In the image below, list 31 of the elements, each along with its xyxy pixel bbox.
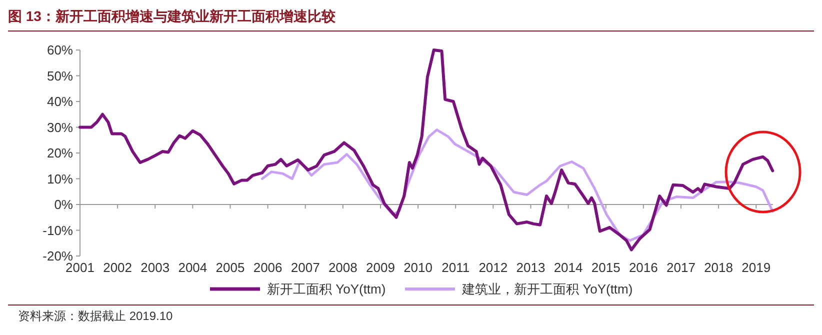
line-series xyxy=(78,48,774,252)
x-tick-label: 2019 xyxy=(742,260,771,275)
y-tick-label: -10% xyxy=(42,222,74,238)
y-tick-label: 20% xyxy=(46,146,74,161)
x-tick-label: 2006 xyxy=(253,260,282,275)
x-tick-label: 2018 xyxy=(704,260,733,275)
x-tick-label: 2014 xyxy=(554,260,583,275)
x-tick-label: 2008 xyxy=(328,260,358,275)
y-tick-label: 30% xyxy=(46,120,74,135)
legend-label: 建筑业，新开工面积 YoY(ttm) xyxy=(461,282,633,297)
x-tick-label: 2009 xyxy=(366,260,395,275)
x-tick-label: 2002 xyxy=(103,260,132,275)
x-tick-label: 2010 xyxy=(404,260,433,275)
x-tick-label: 2005 xyxy=(216,260,245,275)
x-tick-label: 2007 xyxy=(290,260,320,275)
chart-title: 图 13：新开工面积增速与建筑业新开工面积增速比较 xyxy=(8,8,336,24)
x-tick-label: 2003 xyxy=(140,260,170,275)
x-tick-label: 2017 xyxy=(666,260,696,275)
text: 资料来源：数据截止 2019.10 xyxy=(18,309,174,323)
x-tick-label: 2012 xyxy=(478,260,508,275)
y-tick-label: 40% xyxy=(46,94,74,110)
x-tick-label: 2004 xyxy=(178,260,208,275)
x-tick-label: 2011 xyxy=(442,260,470,275)
y-tick-label: 50% xyxy=(46,68,74,84)
x-tick-label: 2016 xyxy=(628,260,658,275)
x-tick-label: 2015 xyxy=(591,260,620,275)
y-tick-label: 0% xyxy=(54,197,74,212)
y-tick-label: 10% xyxy=(46,171,74,186)
x-tick-label: 2013 xyxy=(516,260,546,275)
legend-label: 新开工面积 YoY(ttm) xyxy=(267,282,386,297)
y-tick-label: 60% xyxy=(46,42,74,58)
